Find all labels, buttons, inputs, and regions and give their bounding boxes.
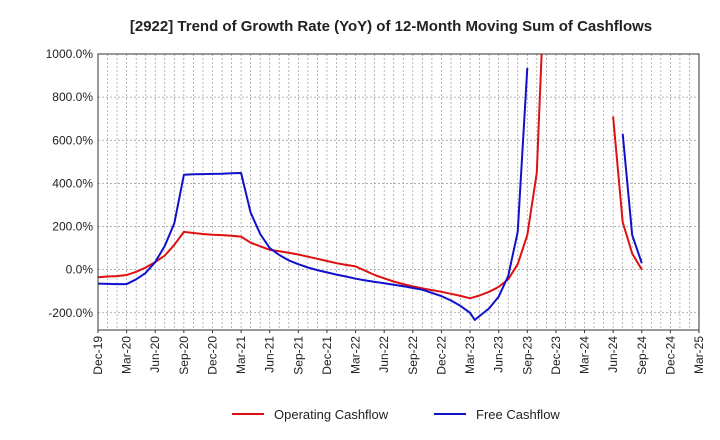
y-tick-label: 800.0% [52, 90, 93, 104]
y-tick-label: 400.0% [52, 176, 93, 190]
y-tick-label: 200.0% [52, 220, 93, 234]
x-tick-label: Mar-25 [692, 336, 706, 374]
x-tick-label: Mar-20 [120, 336, 134, 374]
y-tick-label: 600.0% [52, 133, 93, 147]
x-axis-ticks: Dec-19 Mar-20 Jun-20 Sep-20 Dec-20 Mar-21 Jun-… [91, 330, 706, 375]
y-tick-label: 0.0% [66, 263, 94, 277]
series-layer [98, 54, 643, 321]
x-tick-label: Jun-22 [377, 336, 391, 373]
x-tick-label: Dec-19 [91, 336, 105, 375]
x-tick-label: Dec-21 [320, 336, 334, 375]
series-line-free-cashflow [621, 133, 643, 264]
y-tick-label: 1000.0% [46, 47, 94, 61]
plot-border [97, 53, 700, 331]
x-tick-label: Sep-21 [291, 336, 305, 375]
chart-title: [2922] Trend of Growth Rate (YoY) of 12-… [130, 18, 652, 35]
x-tick-label: Sep-24 [635, 336, 649, 375]
series-line-operating-cashflow [98, 54, 543, 300]
x-tick-label: Mar-23 [463, 336, 477, 374]
x-tick-label: Dec-22 [434, 336, 448, 375]
legend: Operating Cashflow Free Cashflow [232, 407, 560, 422]
x-tick-label: Dec-20 [205, 336, 219, 375]
x-tick-label: Jun-20 [148, 336, 162, 373]
x-tick-label: Sep-22 [406, 336, 420, 375]
x-tick-label: Jun-23 [492, 336, 506, 373]
x-tick-label: Jun-21 [263, 336, 277, 373]
legend-label: Free Cashflow [476, 407, 560, 422]
plot-area [98, 54, 699, 330]
x-tick-label: Dec-23 [549, 336, 563, 375]
y-tick-label: -200.0% [48, 306, 93, 320]
x-tick-label: Dec-24 [663, 336, 677, 375]
x-tick-label: Mar-24 [578, 336, 592, 374]
series-line-operating-cashflow [612, 116, 643, 271]
x-tick-label: Jun-24 [606, 336, 620, 373]
y-axis-ticks: 1000.0% 800.0% 600.0% 400.0% 200.0% 0.0% -200.… [46, 47, 94, 320]
x-tick-label: Mar-22 [349, 336, 363, 374]
grid [97, 53, 700, 330]
x-tick-label: Mar-21 [234, 336, 248, 374]
legend-label: Operating Cashflow [274, 407, 389, 422]
x-tick-label: Sep-23 [520, 336, 534, 375]
series-line-free-cashflow [98, 67, 529, 321]
x-tick-label: Sep-20 [177, 336, 191, 375]
